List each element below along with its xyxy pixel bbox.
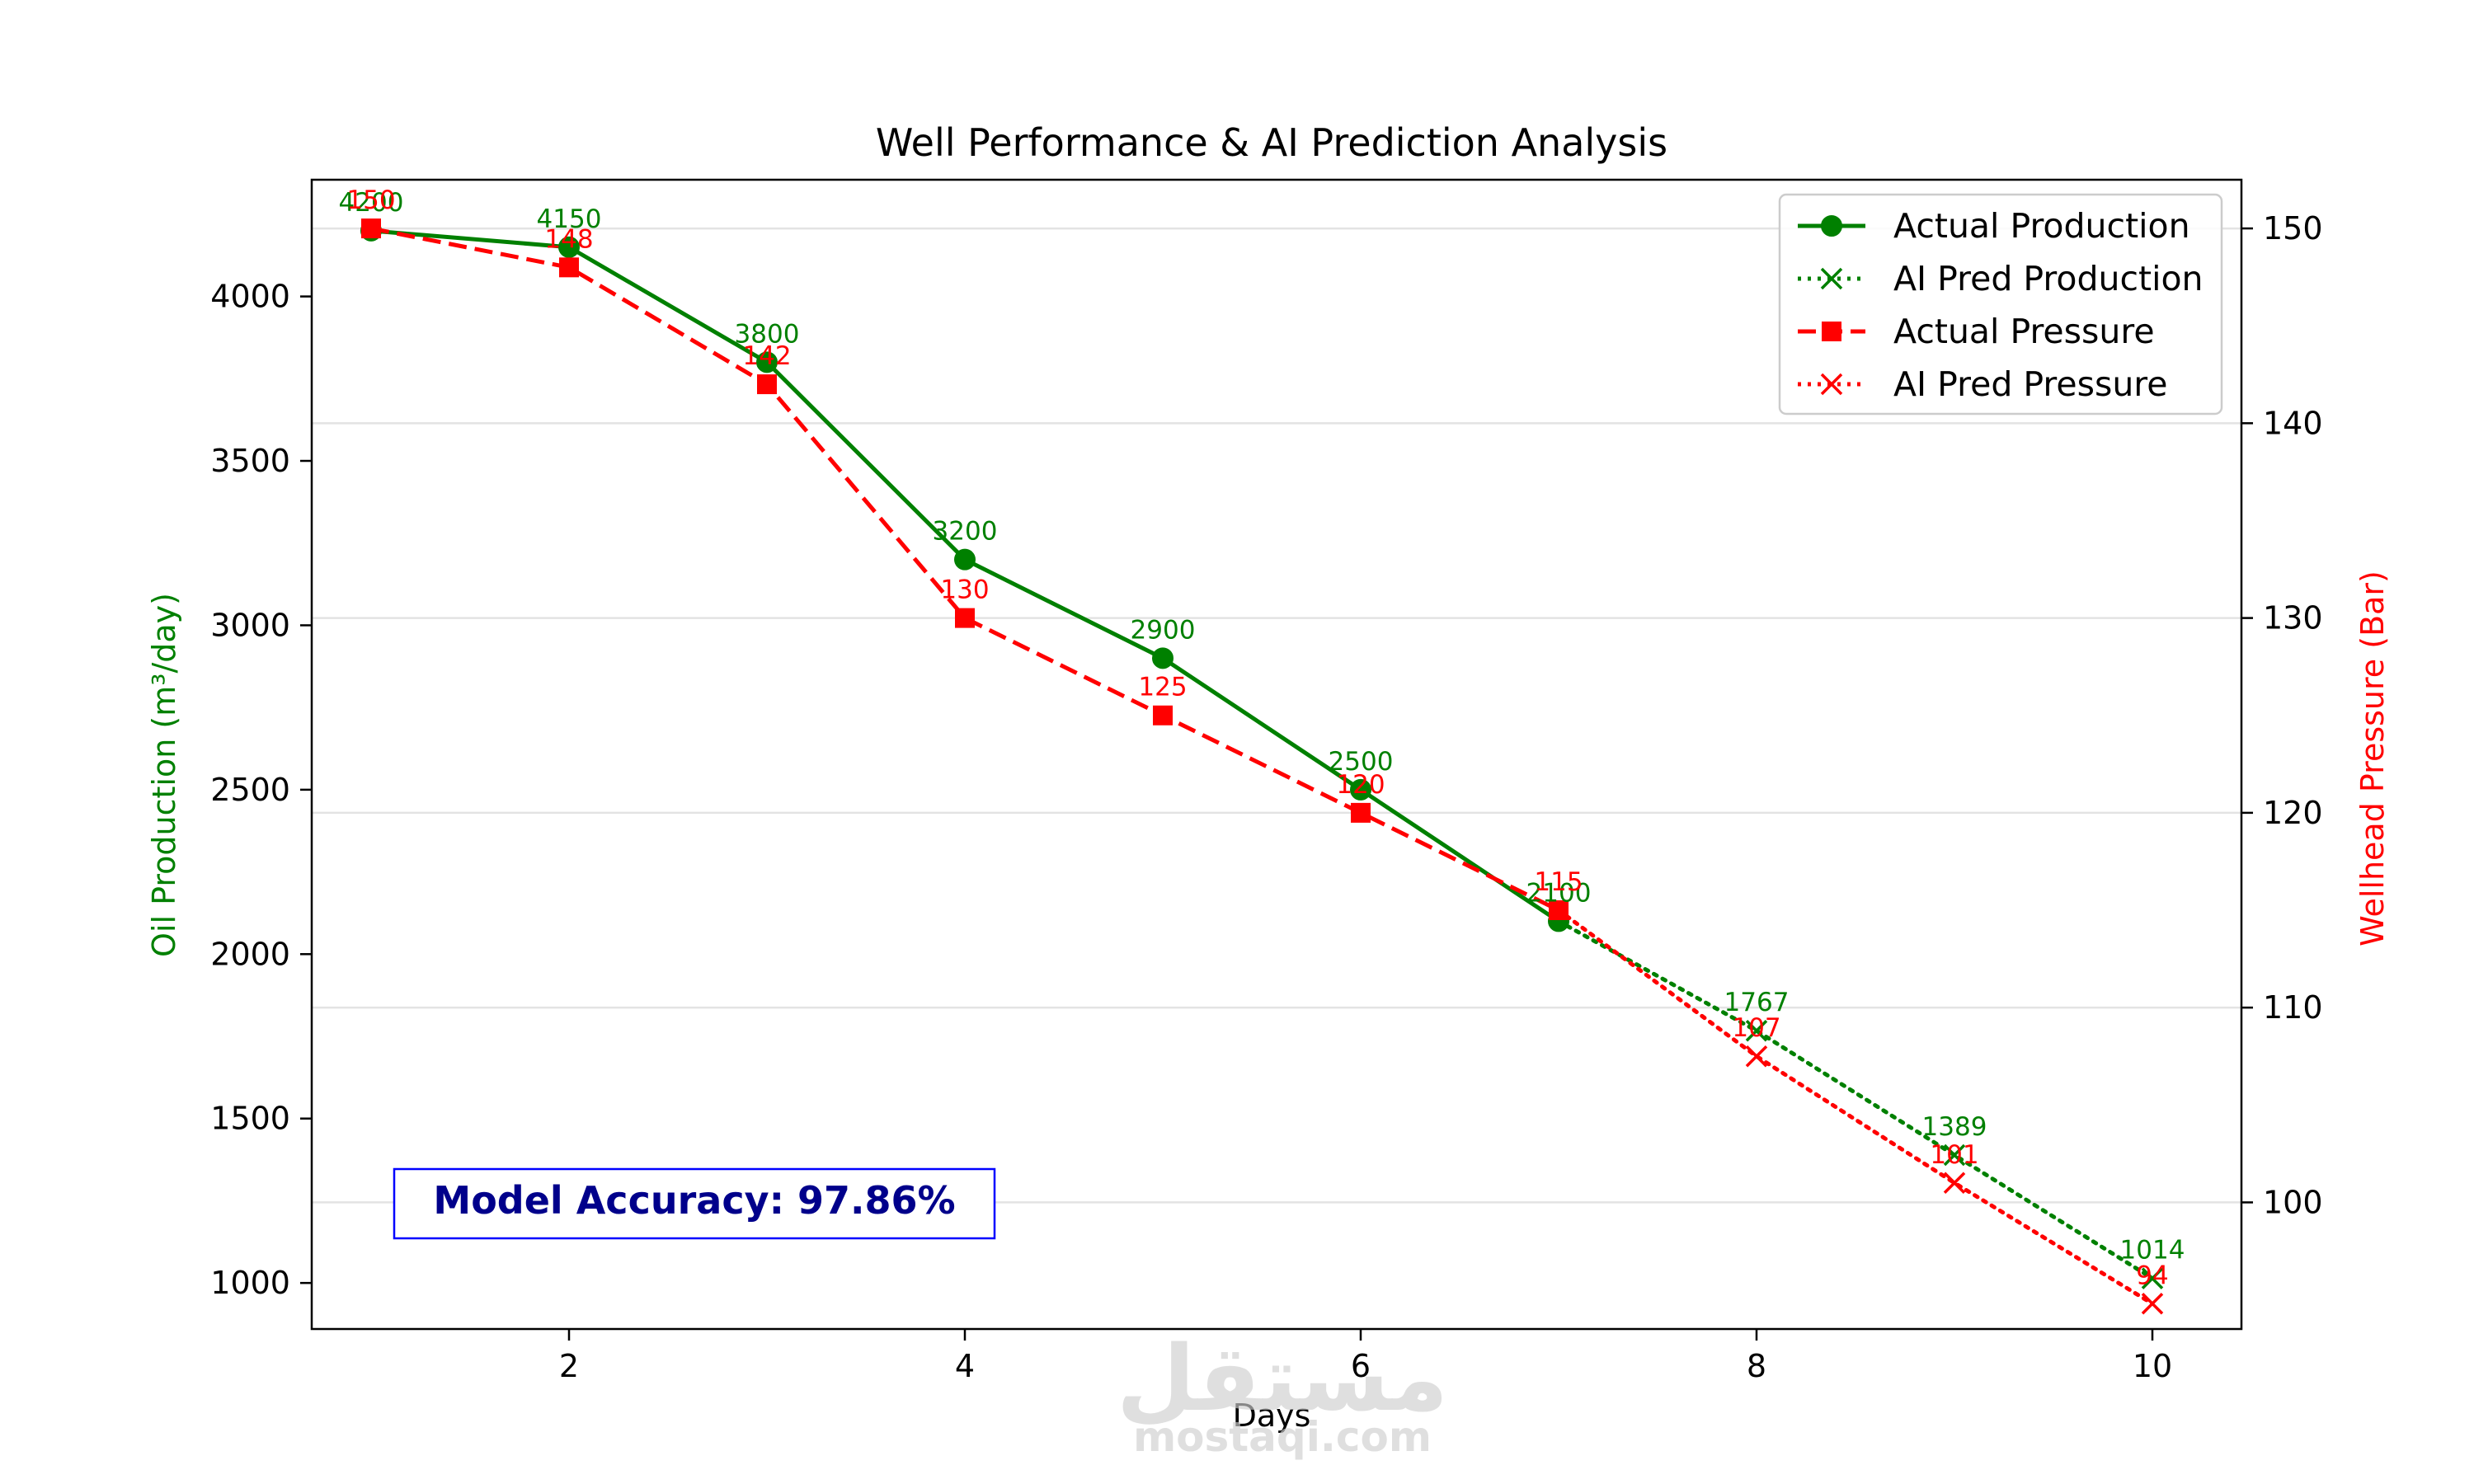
ai-pred-production-data-label: 1389 xyxy=(1922,1112,1987,1142)
y-right-tick-label: 140 xyxy=(2263,405,2323,441)
actual-pressure-data-label: 115 xyxy=(1534,867,1583,897)
actual-production-data-label: 4200 xyxy=(339,188,404,218)
actual-pressure-data-label: 125 xyxy=(1138,673,1187,702)
actual-pressure-data-label: 142 xyxy=(742,341,791,371)
actual-pressure-point xyxy=(1351,802,1371,823)
legend-label-actual-pressure: Actual Pressure xyxy=(1893,312,2155,351)
ai-pred-pressure-data-label: 101 xyxy=(1930,1140,1978,1170)
y-left-tick-label: 4000 xyxy=(210,279,290,315)
legend-actual-production-point xyxy=(1821,215,1842,237)
watermark-latin: mostaqi.com xyxy=(1133,1413,1432,1461)
actual-production-point xyxy=(756,351,778,373)
legend-ai-pred-pressure-point xyxy=(1820,373,1843,396)
actual-pressure-point xyxy=(757,374,777,395)
y-right-tick-label: 110 xyxy=(2263,989,2323,1026)
ai-pred-production-data-label: 1767 xyxy=(1724,988,1790,1017)
legend-label-actual-production: Actual Production xyxy=(1893,206,2190,246)
watermark-arabic: مستقل xyxy=(1117,1326,1448,1431)
actual-production-point xyxy=(1152,647,1174,669)
actual-pressure-data-label: 150 xyxy=(346,186,395,215)
legend-actual-pressure-point xyxy=(1822,322,1841,341)
legend-label-ai-pred-production: AI Pred Production xyxy=(1893,259,2204,298)
actual-pressure-point xyxy=(1153,705,1173,726)
actual-production-point xyxy=(558,236,580,258)
actual-production-point xyxy=(954,548,976,571)
x-tick-label: 4 xyxy=(955,1348,975,1384)
actual-production-data-label: 4150 xyxy=(537,204,602,234)
series-ai-pred-pressure xyxy=(1556,908,2164,1315)
model-accuracy-text: Model Accuracy: 97.86% xyxy=(433,1178,955,1223)
actual-pressure-data-label: 130 xyxy=(940,575,989,605)
ai-pred-pressure-data-label: 107 xyxy=(1732,1013,1780,1043)
series-layer xyxy=(360,218,2164,1315)
y-right-tick-label: 100 xyxy=(2263,1184,2323,1220)
legend: Actual Production AI Pred Production Actua… xyxy=(1778,193,2223,416)
actual-pressure-point xyxy=(559,257,579,278)
y-left-tick-label: 1500 xyxy=(210,1101,290,1137)
actual-production-data-label: 2900 xyxy=(1131,615,1196,645)
actual-pressure-point xyxy=(361,218,381,239)
y-right-tick-label: 120 xyxy=(2263,795,2323,831)
y-left-tick-label: 3000 xyxy=(210,607,290,643)
ai-pred-pressure-line xyxy=(1556,908,2155,1306)
actual-pressure-data-label: 120 xyxy=(1336,770,1385,800)
data-labels: 1767 1389 1014 4200 4150 3800 3200 2900 2500 2100… xyxy=(339,186,2185,1290)
y-right-tick-label: 150 xyxy=(2263,210,2323,247)
actual-production-data-label: 3200 xyxy=(933,517,998,547)
y-axis-right-title: Wellhead Pressure (Bar) xyxy=(2354,571,2391,946)
model-accuracy-frame xyxy=(393,1167,996,1240)
model-accuracy-box: Model Accuracy: 97.86% xyxy=(393,1167,996,1240)
ai-pred-pressure-point xyxy=(1943,1172,1966,1195)
x-axis-title: Days xyxy=(1233,1397,1311,1434)
ai-pred-pressure-point xyxy=(2141,1293,2164,1315)
y-axis-left-title: Oil Production (m³/day) xyxy=(146,593,182,957)
legend-ai-pred-production-point xyxy=(1820,267,1843,290)
y-left-tick-label: 1000 xyxy=(210,1265,290,1301)
actual-production-data-label: 2500 xyxy=(1329,747,1394,777)
actual-pressure-point xyxy=(955,608,975,628)
ai-pred-pressure-data-label: 94 xyxy=(2136,1261,2168,1290)
series-actual-pressure xyxy=(361,218,1569,921)
axes: 2 4 6 8 10 1000 1500 2000 2500 3000 3500 4000 100 110… xyxy=(210,210,2322,1384)
y-right-tick-label: 130 xyxy=(2263,600,2323,636)
ai-pred-production-point xyxy=(1745,1020,1768,1042)
series-ai-pred-production xyxy=(1556,918,2164,1289)
ai-pred-production-data-label: 1014 xyxy=(2120,1236,2185,1266)
y-left-tick-label: 2500 xyxy=(210,772,290,808)
legend-frame xyxy=(1778,193,2223,416)
x-tick-label: 8 xyxy=(1747,1348,1766,1384)
actual-production-point xyxy=(1350,778,1371,801)
x-tick-label: 10 xyxy=(2133,1348,2172,1384)
x-tick-label: 6 xyxy=(1351,1348,1371,1384)
y-left-tick-label: 3500 xyxy=(210,443,290,479)
actual-pressure-point xyxy=(1549,900,1569,921)
y-left-tick-label: 2000 xyxy=(210,936,290,972)
ai-pred-production-point xyxy=(2141,1267,2164,1289)
ai-pred-pressure-point xyxy=(1745,1045,1768,1068)
actual-production-data-label: 3800 xyxy=(735,319,800,349)
legend-label-ai-pred-pressure: AI Pred Pressure xyxy=(1893,364,2167,404)
ai-pred-production-line xyxy=(1556,918,2155,1281)
watermark: مستقل mostaqi.com xyxy=(1117,1326,1448,1461)
chart-title: Well Performance & AI Prediction Analysi… xyxy=(876,120,1667,165)
plot-area-frame xyxy=(310,178,2243,1331)
x-tick-label: 2 xyxy=(559,1348,579,1384)
actual-pressure-data-label: 148 xyxy=(544,224,593,254)
actual-production-data-label: 2100 xyxy=(1526,878,1592,908)
ai-pred-production-point xyxy=(1943,1144,1966,1167)
